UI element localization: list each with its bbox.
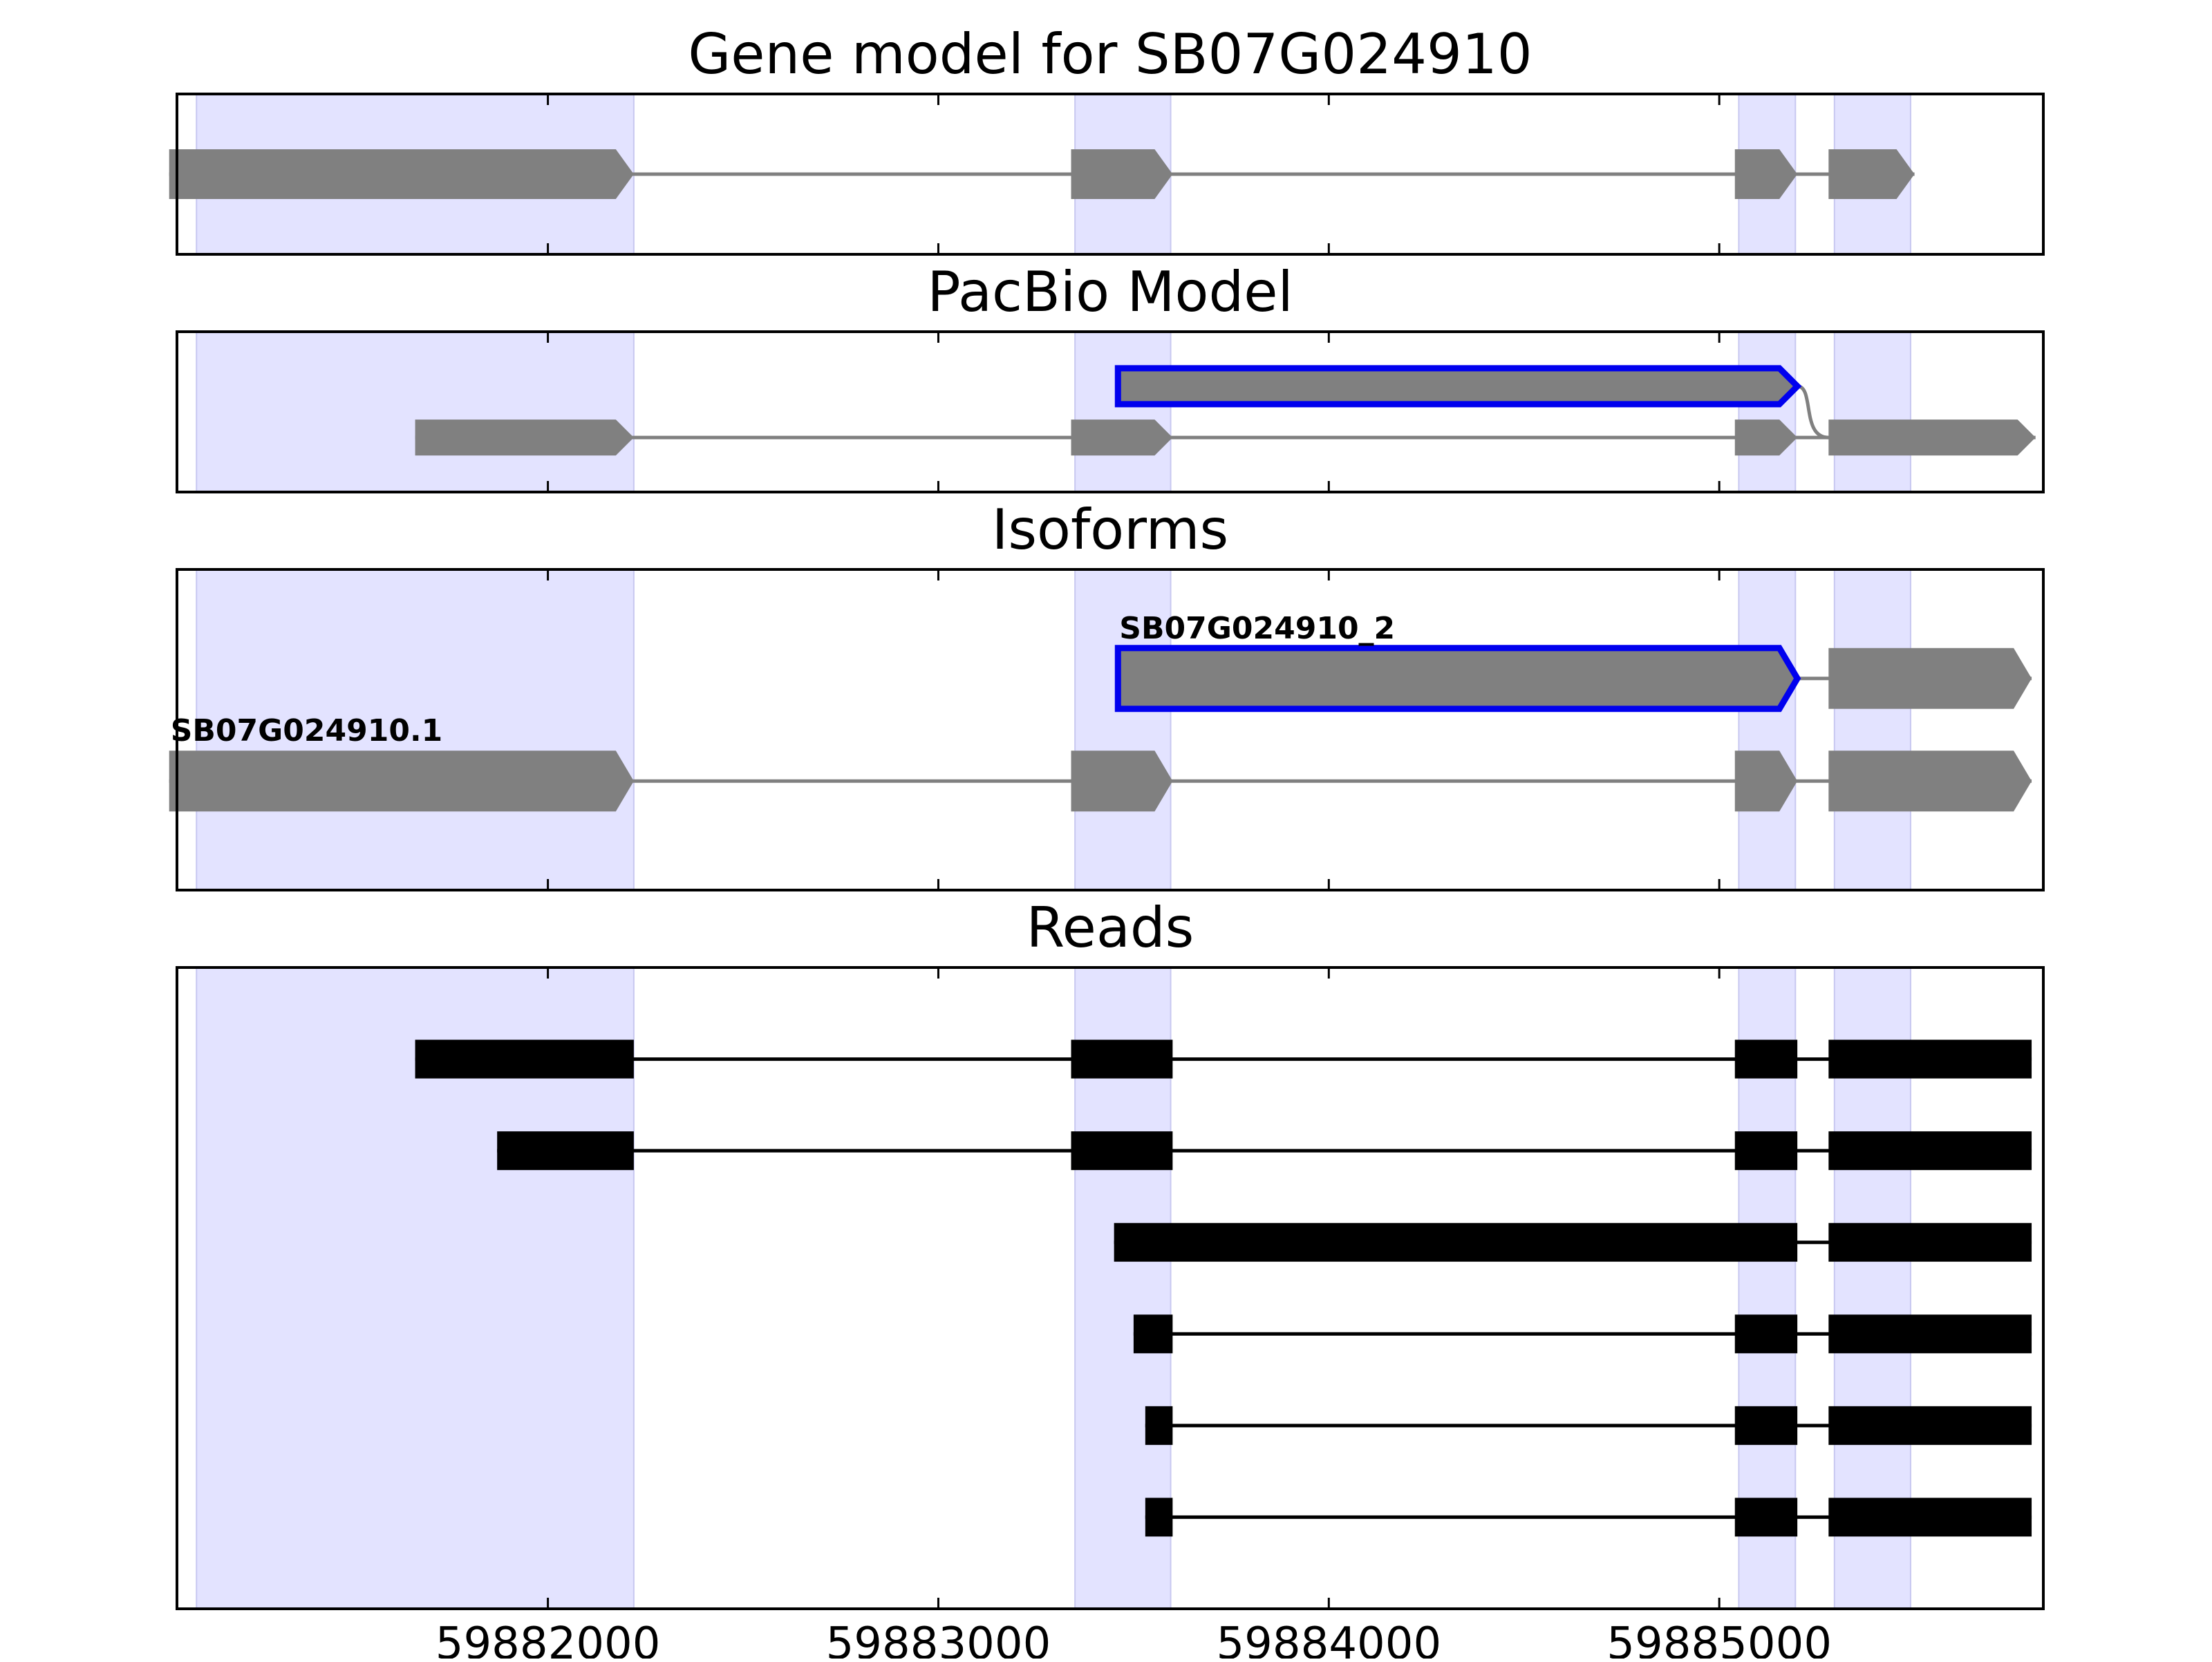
read-track	[1133, 1314, 2032, 1354]
panel-title: Gene model for SB07G024910	[688, 22, 1532, 86]
read-exon-block	[1133, 1314, 1173, 1354]
highlight-region	[1074, 569, 1172, 891]
read-track	[415, 1039, 2032, 1079]
read-exon-block	[1734, 1039, 1798, 1079]
isoform-label: SB07G024910.1	[171, 713, 443, 748]
exon-arrow	[1114, 645, 1801, 712]
read-exon-block	[1828, 1039, 2032, 1079]
highlight-region	[1738, 331, 1797, 493]
exon-arrow	[1071, 419, 1173, 456]
read-track	[1145, 1498, 2032, 1537]
exon-arrow	[169, 750, 634, 812]
highlight-region	[1074, 331, 1172, 493]
highlight-region	[1833, 331, 1911, 493]
panel-pacbio-model: PacBio Model	[176, 260, 2045, 493]
read-track	[1114, 1222, 2032, 1262]
read-exon-block	[1145, 1498, 1173, 1537]
exon-arrow	[1734, 149, 1798, 199]
panel-title: Isoforms	[992, 498, 1228, 562]
x-tick-label: 59884000	[1216, 1618, 1441, 1659]
gene-track: SB07G024910_2	[1114, 611, 2032, 712]
highlight-region	[196, 331, 635, 493]
exon-arrow	[1114, 365, 1802, 408]
gene-track	[169, 149, 1915, 199]
highlight-region	[1738, 569, 1797, 891]
gene-track: SB07G024910.1	[169, 713, 2032, 812]
read-exon-block	[415, 1039, 634, 1079]
panel-reads: Reads	[176, 896, 2045, 1610]
track-connector	[1797, 384, 1829, 440]
isoform-label: SB07G024910_2	[1119, 611, 1395, 646]
highlight-region	[1833, 569, 1911, 891]
read-exon-block	[1734, 1131, 1798, 1171]
read-exon-block	[1828, 1314, 2032, 1354]
read-exon-block	[1071, 1131, 1173, 1171]
read-exon-block	[1828, 1498, 2032, 1537]
read-exon-block	[1071, 1039, 1173, 1079]
highlight-region	[196, 569, 635, 891]
exon-arrow	[415, 419, 634, 456]
read-exon-block	[1734, 1314, 1798, 1354]
panel-frame	[176, 966, 2045, 1610]
panel-frame	[176, 93, 2045, 256]
read-track	[1145, 1406, 2032, 1445]
exon-arrow	[1734, 419, 1798, 456]
panel-gene-model: Gene model for SB07G024910	[169, 22, 2045, 256]
exon-arrow	[1071, 149, 1173, 199]
read-track	[497, 1131, 2032, 1171]
read-exon-block	[497, 1131, 634, 1171]
panel-frame	[176, 330, 2045, 493]
read-exon-block	[1828, 1131, 2032, 1171]
read-exon-block	[1114, 1222, 1798, 1262]
x-tick-label: 59885000	[1606, 1618, 1832, 1659]
read-exon-block	[1828, 1406, 2032, 1445]
exon-arrow	[1828, 149, 1915, 199]
read-exon-block	[1734, 1406, 1798, 1445]
exon-arrow	[1071, 750, 1173, 812]
exon-arrow	[1828, 648, 2032, 709]
x-tick-label: 59882000	[435, 1618, 661, 1659]
exon-arrow	[1828, 419, 2036, 456]
exon-arrow	[169, 149, 634, 199]
panel-title: Reads	[1027, 896, 1194, 960]
read-exon-block	[1145, 1406, 1173, 1445]
exon-arrow	[1734, 750, 1798, 812]
gene-track	[415, 419, 2036, 456]
panel-frame	[176, 568, 2045, 891]
x-tick-label: 59883000	[826, 1618, 1051, 1659]
read-exon-block	[1734, 1498, 1798, 1537]
gene-track	[1114, 365, 1802, 408]
panel-title: PacBio Model	[927, 260, 1293, 324]
panel-isoforms: Isoforms SB07G024910_2 SB07G024910.1	[169, 498, 2045, 891]
exon-arrow	[1828, 750, 2032, 812]
read-exon-block	[1828, 1222, 2032, 1262]
